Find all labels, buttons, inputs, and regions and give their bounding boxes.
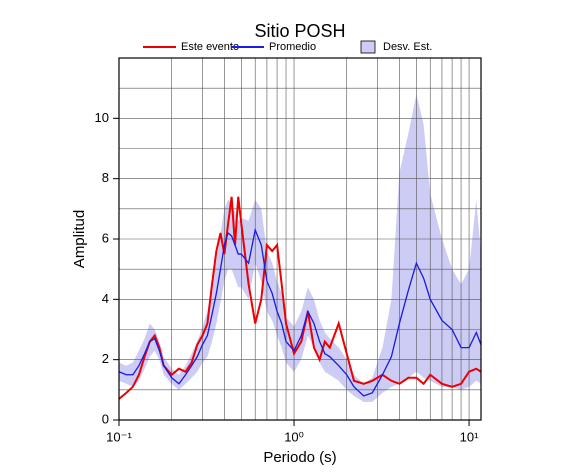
y-axis-label: Amplitud [71, 210, 88, 268]
y-tick-label: 0 [102, 411, 109, 426]
legend-swatch [360, 40, 376, 54]
y-tick-label: 8 [102, 170, 109, 185]
legend-label: Este evento [181, 41, 239, 53]
y-tick-label: 4 [102, 291, 109, 306]
y-tick-label: 2 [102, 351, 109, 366]
legend-label: Promedio [269, 41, 316, 53]
x-tick-label: 10¹ [460, 429, 479, 444]
series-line [118, 196, 482, 400]
series-line [118, 227, 482, 397]
plot-frame [118, 57, 482, 421]
x-axis-label: Periodo (s) [263, 449, 336, 466]
legend-label: Desv. Est. [383, 41, 432, 53]
x-tick-label: 10⁻¹ [106, 429, 132, 444]
y-tick-label: 6 [102, 230, 109, 245]
chart-title: Sitio POSH [254, 21, 345, 41]
y-tick-label: 10 [95, 110, 109, 125]
x-tick-label: 10⁰ [284, 429, 304, 444]
std-band [119, 94, 481, 402]
